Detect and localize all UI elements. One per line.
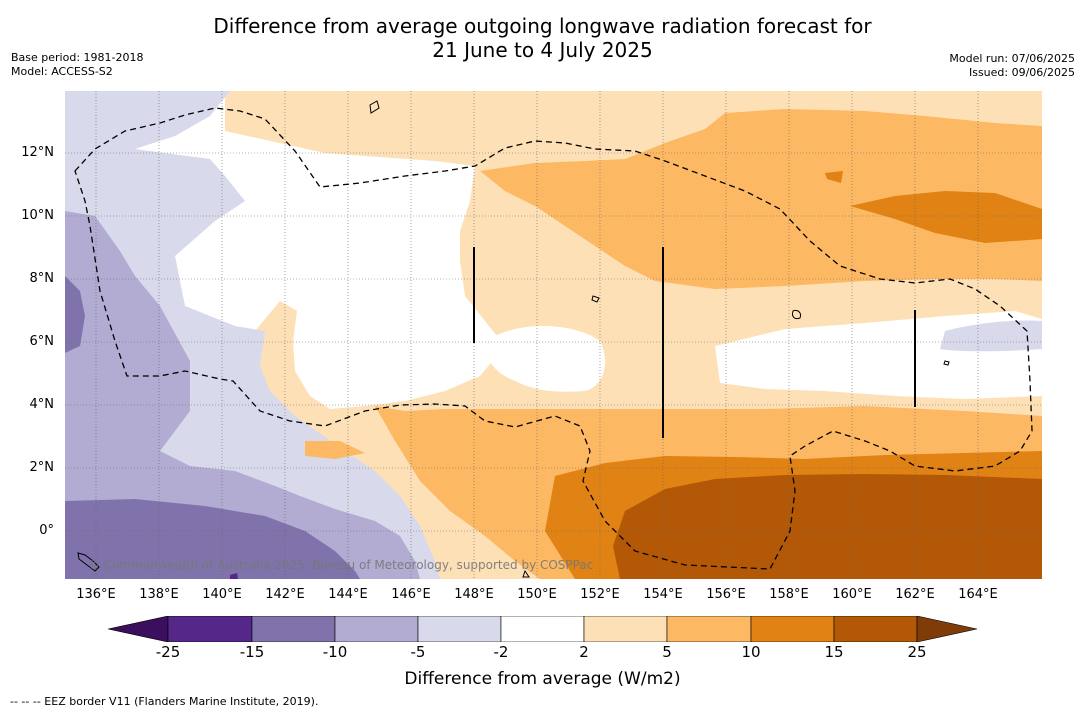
lon-label-154e: 154°E [643, 587, 683, 602]
colorbar-swatch-1 [167, 616, 253, 642]
shade-plus-10-north [850, 191, 1042, 243]
vertical-markers [473, 247, 916, 438]
colorbar-tick: 5 [662, 643, 672, 661]
colorbar-tick: 10 [741, 643, 761, 661]
lon-label-140e: 140°E [202, 587, 242, 602]
colorbar [108, 616, 978, 642]
colorbar-swatch-5 [500, 616, 585, 642]
lon-label-148e: 148°E [454, 587, 494, 602]
lon-label-156e: 156°E [706, 587, 746, 602]
lat-label-8n: 8°N [29, 271, 55, 286]
model-name: Model: ACCESS-S2 [11, 65, 113, 78]
lon-label-142e: 142°E [265, 587, 305, 602]
lon-label-152e: 152°E [580, 587, 620, 602]
colorbar-tick: -25 [155, 643, 181, 661]
shade-plus-15 [613, 474, 1042, 579]
eez-footnote: -- -- -- EEZ border V11 (Flanders Marine… [10, 695, 319, 708]
lat-label-0: 0° [39, 523, 54, 538]
title-line-1: Difference from average outgoing longwav… [213, 14, 872, 38]
colorbar-extend-low [108, 616, 169, 642]
lon-label-136e: 136°E [76, 587, 116, 602]
shade-minus-15 [65, 276, 85, 353]
shade-minus-5-east [940, 320, 1042, 352]
lon-label-146e: 146°E [391, 587, 431, 602]
lon-label-162e: 162°E [895, 587, 935, 602]
title-line-2: 21 June to 4 July 2025 [432, 38, 653, 62]
meta-left: Base period: 1981-2018 Model: ACCESS-S2 [11, 51, 143, 79]
lon-label-158e: 158°E [769, 587, 809, 602]
lon-label-150e: 150°E [517, 587, 557, 602]
lat-label-2n: 2°N [29, 460, 55, 475]
colorbar-swatch-6 [583, 616, 668, 642]
shade-minus-15-south [65, 499, 360, 579]
colorbar-swatch-9 [833, 616, 918, 642]
land-patch [230, 573, 238, 579]
lat-label-4n: 4°N [29, 397, 55, 412]
lat-label-12n: 12°N [21, 145, 54, 160]
lon-label-138e: 138°E [139, 587, 179, 602]
colorbar-swatch-8 [750, 616, 835, 642]
colorbar-extend-high [916, 616, 978, 642]
issued-date: Issued: 09/06/2025 [968, 66, 1075, 79]
map-title: Difference from average outgoing longwav… [0, 14, 1085, 62]
copyright-text: © Commonwealth of Australia 2025, Bureau… [88, 558, 594, 572]
base-period: Base period: 1981-2018 [11, 51, 144, 64]
colorbar-tick: -10 [322, 643, 348, 661]
map-area [65, 91, 1042, 579]
lat-label-6n: 6°N [29, 334, 55, 349]
grid-horizontal [65, 152, 1042, 532]
colorbar-swatch-4 [417, 616, 502, 642]
lat-label-10n: 10°N [21, 208, 54, 223]
grid-vertical [95, 91, 979, 579]
colorbar-title: Difference from average (W/m2) [404, 669, 681, 689]
colorbar-swatch-2 [251, 616, 336, 642]
colorbar-tick: 25 [907, 643, 927, 661]
colorbar-tick: -15 [239, 643, 265, 661]
colorbar-swatch-3 [334, 616, 419, 642]
colorbar-tick: -5 [410, 643, 426, 661]
shade-plus-5-west [305, 441, 365, 459]
meta-right: Model run: 07/06/2025 Issued: 09/06/2025 [949, 52, 1075, 80]
colorbar-tick: 15 [824, 643, 844, 661]
colorbar-tick: -2 [493, 643, 509, 661]
lon-label-164e: 164°E [958, 587, 998, 602]
shade-neutral-center [487, 325, 605, 392]
colorbar-tick: 2 [579, 643, 589, 661]
colorbar-swatch-7 [666, 616, 752, 642]
land-outlines [77, 100, 950, 578]
lon-label-160e: 160°E [832, 587, 872, 602]
lon-label-144e: 144°E [328, 587, 368, 602]
shade-plus-10-spot [825, 171, 843, 183]
shade-minus-10 [65, 211, 420, 579]
model-run: Model run: 07/06/2025 [949, 52, 1075, 65]
